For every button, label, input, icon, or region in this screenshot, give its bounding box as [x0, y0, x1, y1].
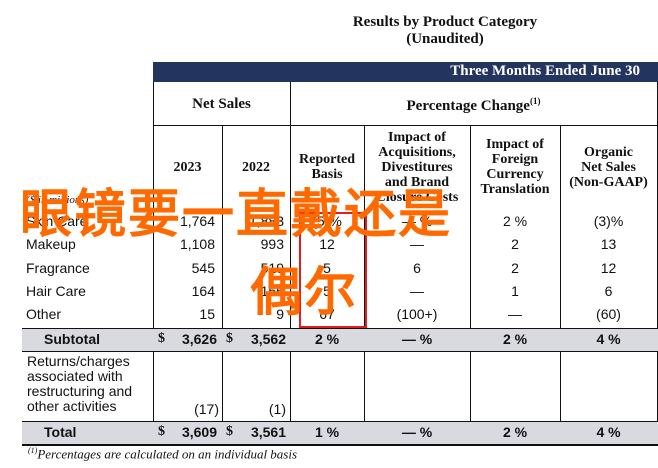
total-label: Total [44, 424, 77, 440]
total-2023: 3,609 [181, 424, 217, 440]
net-sales-header: Net Sales [192, 96, 251, 112]
cell-organic: (3)% [593, 213, 624, 229]
cell-acq: — [410, 236, 424, 252]
cell-fx: — [508, 306, 522, 322]
footnote: (1)Percentages are calculated on an indi… [28, 446, 298, 462]
grid-line [364, 125, 365, 444]
period-header: Three Months Ended June 30 [153, 62, 658, 82]
cell-acq: — [410, 283, 424, 299]
cell-reported: 12 [319, 236, 335, 252]
total-fx: 2 % [502, 424, 528, 440]
total-reported: 1 % [314, 424, 340, 440]
currency-symbol: $ [226, 331, 233, 346]
cell-2022: 993 [260, 236, 284, 252]
currency-symbol: $ [158, 331, 165, 346]
period-header-text: Three Months Ended June 30 [450, 63, 640, 79]
cell-fx: 2 % [502, 213, 528, 229]
returns-2023: (17) [194, 401, 219, 417]
cell-2023: 545 [191, 260, 215, 276]
report-title: Results by Product Category [352, 14, 538, 30]
row-label: Hair Care [26, 283, 86, 299]
row-label: Fragrance [26, 260, 90, 276]
col-reported: Reported Basis [299, 152, 355, 182]
row-label: Makeup [26, 236, 76, 252]
grid-line [222, 125, 223, 444]
cell-fx: 1 [511, 283, 519, 299]
cell-acq: — % [401, 213, 433, 229]
col-fx: Impact of Foreign Currency Translation [480, 137, 550, 197]
currency-symbol: $ [158, 424, 165, 439]
cell-fx: 2 [511, 236, 519, 252]
cell-fx: 2 [511, 260, 519, 276]
col-organic: Organic Net Sales (Non-GAAP) [569, 145, 648, 190]
col-2023: 2023 [173, 160, 202, 175]
cell-2023: 1,764 [179, 213, 215, 229]
subtotal-2022: 3,562 [250, 331, 286, 347]
cell-organic: 13 [600, 236, 617, 252]
cell-2022: 1,883 [248, 213, 284, 229]
watermark-line2: 偶尔 [250, 263, 359, 323]
report-subtitle: (Unaudited) [406, 31, 484, 47]
cell-2023: 1,108 [179, 236, 215, 252]
grid-line [470, 125, 471, 444]
cell-organic: 6 [604, 283, 613, 299]
subtotal-organic: 4 % [596, 331, 621, 347]
col-2022: 2022 [242, 160, 270, 175]
cell-reported: 67 [319, 306, 335, 322]
cell-reported: (5)% [312, 213, 342, 229]
percentage-change-header: Percentage Change(1) [406, 96, 541, 114]
grid-line [290, 82, 291, 444]
watermark-line1: 眼镜要一直戴还是 [20, 185, 453, 245]
subtotal-acq: — % [401, 331, 433, 347]
cell-organic: (60) [596, 306, 621, 322]
cell-acq: 6 [413, 260, 421, 276]
subtotal-reported: 2 % [314, 331, 340, 347]
currency-symbol: $ [226, 424, 233, 439]
cell-2022: 9 [276, 306, 284, 322]
subtotal-label: Subtotal [44, 331, 100, 347]
total-row [22, 421, 658, 446]
cell-acq: (100+) [396, 306, 438, 322]
returns-2022: (1) [268, 401, 286, 417]
grid-line [153, 82, 154, 444]
row-label: Other [26, 306, 62, 322]
cell-reported: 5 [323, 260, 331, 276]
cell-2022: 156 [260, 283, 284, 299]
cell-2023: 164 [191, 283, 215, 299]
grid-line [560, 125, 561, 444]
col-acquisitions: Impact of Acquisitions, Divestitures and Br… [375, 130, 459, 205]
cell-2023: 15 [199, 306, 215, 322]
units-label: ($ in millions) [26, 194, 89, 206]
total-2022: 3,561 [250, 424, 286, 440]
total-organic: 4 % [596, 424, 621, 440]
grid-line [153, 125, 658, 126]
subtotal-fx: 2 % [502, 331, 528, 347]
cell-reported: 5 [323, 283, 331, 299]
returns-label: Returns/charges associated with restructur… [27, 353, 133, 414]
row-label: Skin Care [26, 213, 88, 229]
highlight-box [299, 212, 367, 328]
total-acq: — % [401, 424, 433, 440]
subtotal-row [22, 328, 658, 352]
cell-2022: 519 [260, 260, 284, 276]
subtotal-2023: 3,626 [181, 331, 217, 347]
cell-organic: 12 [600, 260, 617, 276]
